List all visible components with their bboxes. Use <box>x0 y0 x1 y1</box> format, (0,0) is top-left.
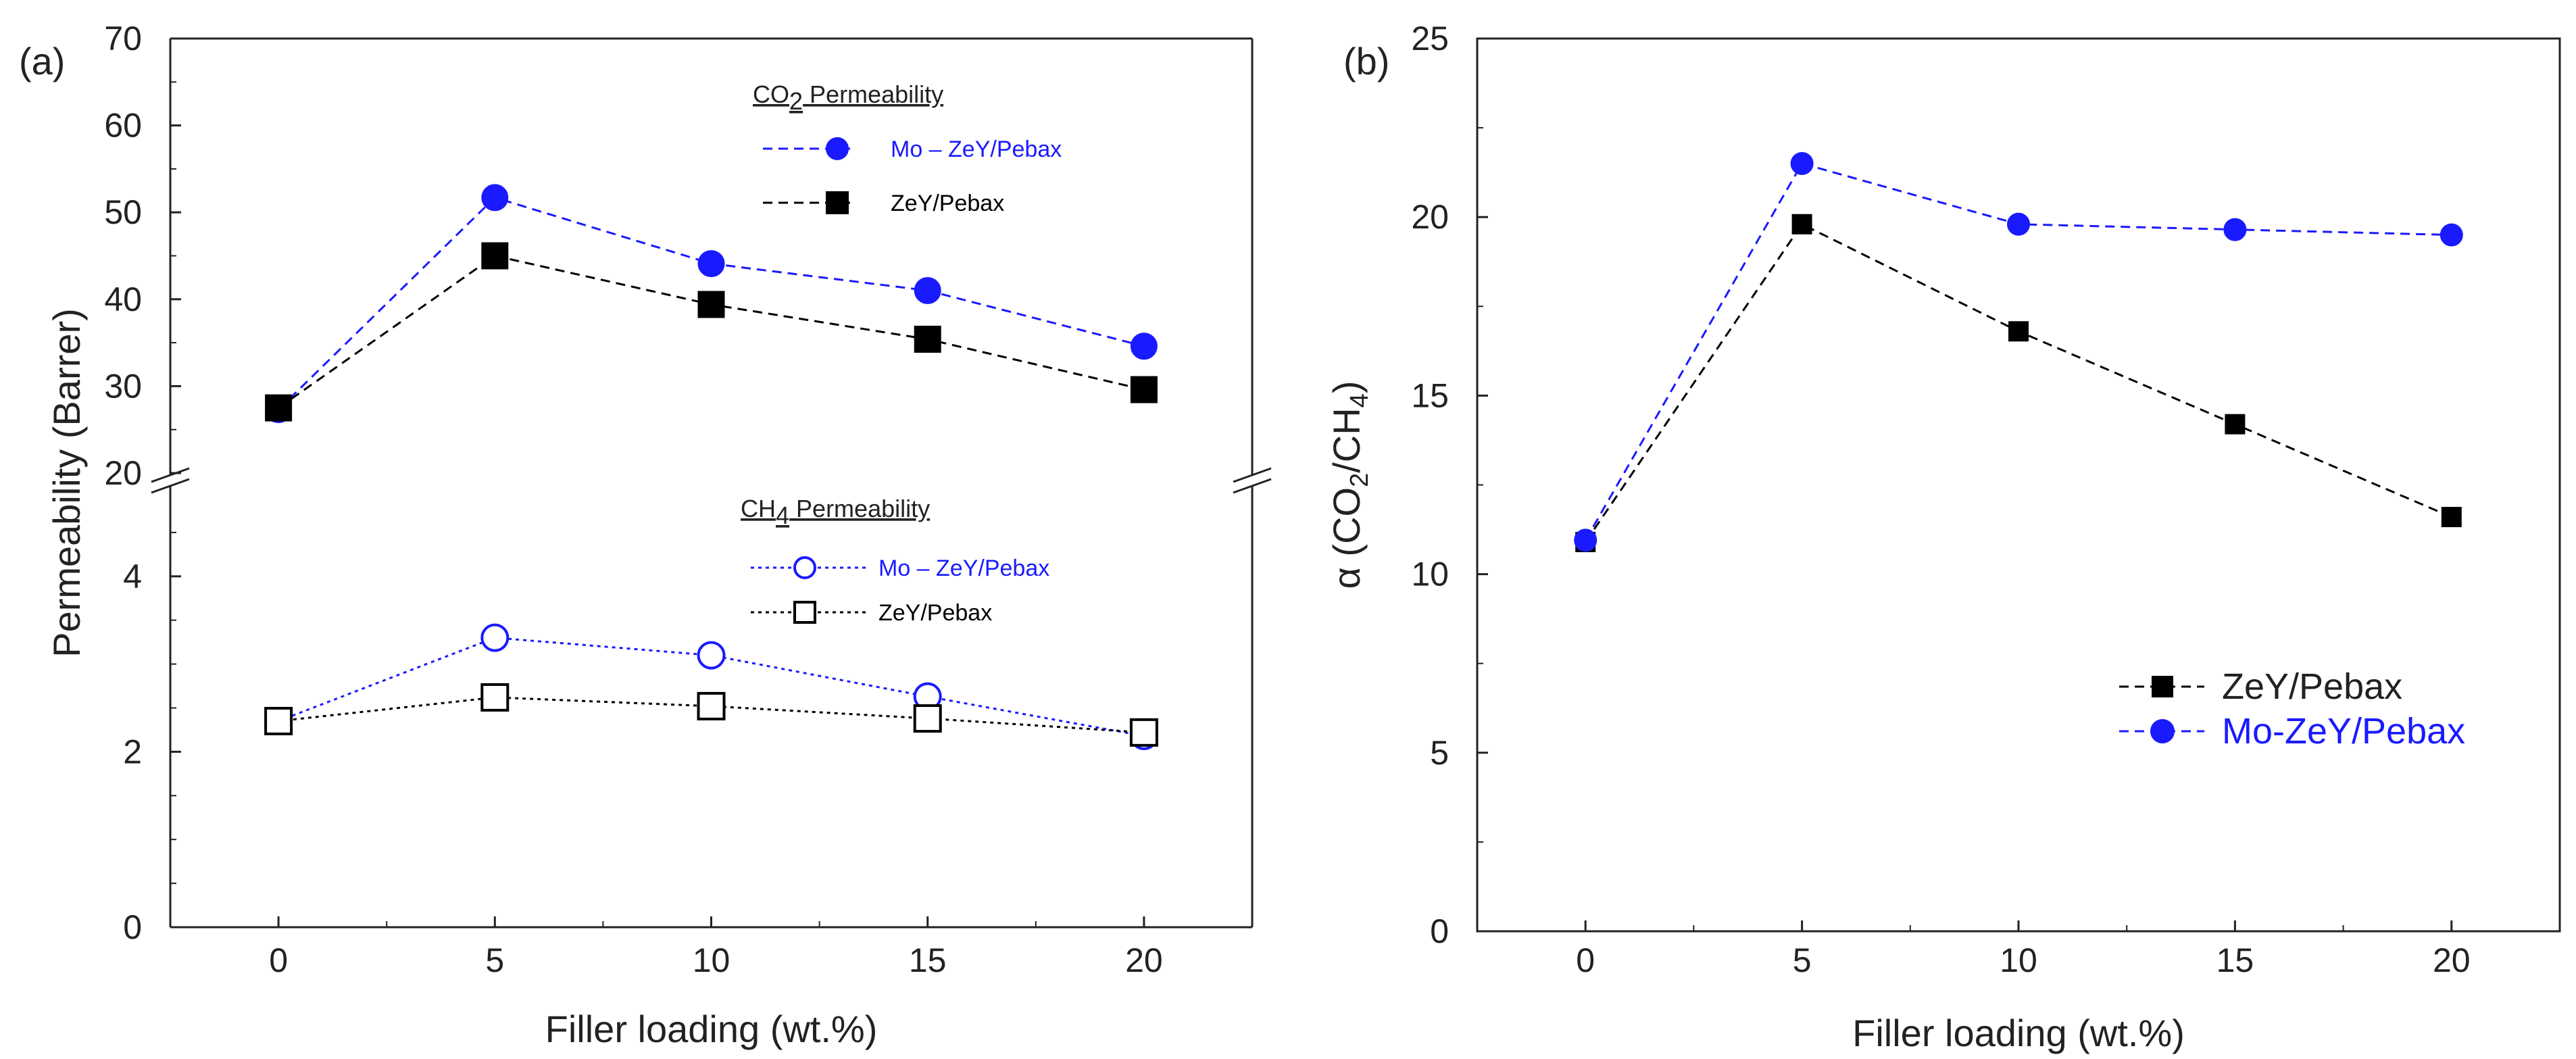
y-tick-label: 40 <box>104 280 142 318</box>
y-tick-label: 20 <box>1411 198 1449 236</box>
legend-label: ZeY/Pebax <box>2222 666 2402 707</box>
x-axis-title: Filler loading (wt.%) <box>545 1008 878 1050</box>
y-axis-title: Permeability (Barrer) <box>45 308 88 658</box>
y-tick-label: 30 <box>104 367 142 405</box>
y-tick-label: 2 <box>123 733 142 770</box>
co2-mo-zey-pebax-point <box>481 184 509 212</box>
co2-zey-pebax-point <box>914 325 941 353</box>
zey-pebax-line <box>1584 222 2452 543</box>
mo-zey-pebax-point <box>2439 223 2463 247</box>
legend-marker <box>826 191 849 214</box>
legend-heading: CH4 Permeability <box>741 495 930 529</box>
y-tick-label: 4 <box>123 558 142 595</box>
y-tick-label: 0 <box>123 908 142 946</box>
ch4-zey-pebax-point <box>480 683 510 712</box>
ch4-zey-pebax-point <box>697 691 726 720</box>
legend-label: ZeY/Pebax <box>878 600 992 626</box>
y-axis-title: α (CO2/CH4) <box>1325 381 1374 589</box>
zey-pebax-point <box>1791 214 1812 235</box>
y-tick-label: 60 <box>104 107 142 145</box>
x-tick-label: 0 <box>1576 941 1595 979</box>
ch4-mo-zey-pebax-point <box>480 623 510 652</box>
panel-b-frame <box>1476 37 2561 933</box>
co2-mo-zey-pebax-point <box>1130 333 1158 360</box>
ch4-mo-zey-pebax-point <box>697 641 726 670</box>
x-tick-label: 10 <box>2000 941 2037 979</box>
y-tick-label: 15 <box>1411 376 1449 414</box>
axis-break-mark <box>151 467 190 483</box>
panel-label-b: (b) <box>1343 40 1389 82</box>
ch4-zey-pebax-point <box>264 706 293 735</box>
co2-zey-pebax-point <box>481 242 509 270</box>
ch4-zey-pebax-point <box>1129 718 1158 747</box>
x-axis-title: Filler loading (wt.%) <box>1852 1012 2185 1054</box>
y-tick-label: 0 <box>1430 912 1449 950</box>
legend-label: Mo – ZeY/Pebax <box>878 556 1049 581</box>
axis-break-mark <box>151 478 190 494</box>
zey-pebax-point <box>2008 321 2029 342</box>
x-tick-label: 20 <box>1125 941 1163 979</box>
x-tick-label: 0 <box>269 941 288 979</box>
legend-label: Mo – ZeY/Pebax <box>891 137 1062 162</box>
y-tick-label: 50 <box>104 193 142 231</box>
co2-zey-pebax-line <box>278 254 1145 409</box>
x-tick-label: 15 <box>909 941 947 979</box>
legend-label: Mo-ZeY/Pebax <box>2222 711 2465 752</box>
legend-marker <box>826 137 849 160</box>
mo-zey-pebax-point <box>1790 151 1814 175</box>
zey-pebax-point <box>2441 507 2462 528</box>
axis-break-mark <box>1233 467 1272 483</box>
axis-break-mark <box>1233 478 1272 494</box>
x-tick-label: 20 <box>2433 941 2471 979</box>
mo-zey-pebax-point <box>2223 218 2247 241</box>
mo-zey-pebax-point <box>2007 212 2030 236</box>
x-tick-label: 5 <box>485 941 504 979</box>
co2-zey-pebax-point <box>1130 376 1158 403</box>
x-tick-label: 15 <box>2216 941 2254 979</box>
y-tick-label: 25 <box>1411 20 1449 57</box>
panel-b-chart: 0 5 10 15 20 25 0 5 10 15 20 Filler loading (wt.%) α… <box>1325 20 2561 1054</box>
y-tick-label: 70 <box>104 20 142 57</box>
co2-mo-zey-pebax-point <box>697 250 725 278</box>
co2-zey-pebax-point <box>697 291 725 318</box>
y-tick-label: 5 <box>1430 734 1449 772</box>
y-tick-label: 20 <box>104 454 142 492</box>
x-tick-label: 10 <box>693 941 730 979</box>
ch4-zey-pebax-point <box>913 704 942 733</box>
mo-zey-pebax-point <box>1574 528 1597 552</box>
legend-label: ZeY/Pebax <box>891 191 1004 216</box>
co2-zey-pebax-point <box>265 394 293 422</box>
legend-marker <box>793 556 816 579</box>
x-tick-label: 5 <box>1793 941 1812 979</box>
legend-marker <box>2152 676 2173 697</box>
legend-marker <box>2150 719 2175 743</box>
y-tick-label: 10 <box>1411 556 1449 593</box>
panel-label-a: (a) <box>19 40 65 82</box>
zey-pebax-point <box>2225 414 2246 435</box>
legend-marker <box>793 601 816 624</box>
legend-heading: CO2 Permeability <box>753 80 943 115</box>
co2-mo-zey-pebax-point <box>914 276 941 304</box>
